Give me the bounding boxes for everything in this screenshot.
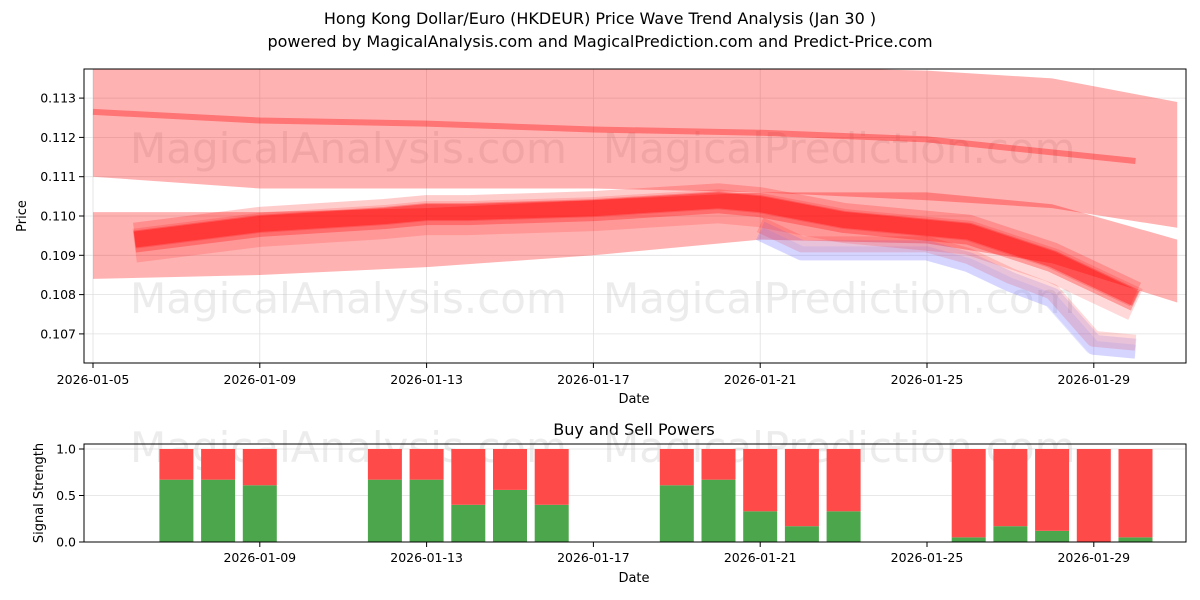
buy-bar [659,485,694,542]
buy-bar [784,526,819,542]
watermark-analysis-mid: MagicalAnalysis.com [130,274,567,323]
low-scenario-wave [757,227,1137,359]
x-tick-label: 2026-01-21 [724,372,797,387]
main-ylabel: Price [15,200,30,232]
sell-bar [951,449,986,538]
x-tick-label: 2026-01-29 [1057,372,1130,387]
sell-bar [1118,449,1153,538]
x-tick-label: 2026-01-09 [223,550,296,565]
buy-bar [201,479,236,542]
buy-bar [743,511,778,542]
sell-bar [1076,449,1111,542]
upper-wave-center-line [92,108,1136,164]
buy-bar [534,504,569,542]
y-tick-label: 0.113 [40,91,76,106]
chart-title: Hong Kong Dollar/Euro (HKDEUR) Price Wav… [323,9,877,28]
sell-bar [701,449,736,480]
buy-bar [409,479,444,542]
signal-chart-title: Buy and Sell Powers [553,420,715,439]
main-grid [84,69,1186,363]
main-axes: 2026-01-05 2026-01-09 2026-01-13 2026-01-17… [40,91,1130,387]
watermark-prediction-top: MagicalPrediction.com [603,124,1076,173]
buy-bar [993,526,1028,542]
buy-bar [1118,537,1153,542]
y-tick-label: 0.109 [40,248,76,263]
price-wave-line [133,192,1139,306]
buy-bar [951,537,986,542]
signal-xlabel: Date [618,571,649,586]
x-tick-label: 2026-01-25 [891,372,964,387]
signal-bars [159,449,1153,542]
price-wave-line [133,183,1142,307]
x-tick-label: 2026-01-17 [557,372,630,387]
sell-bar [242,449,277,486]
sell-bar [993,449,1028,527]
y-tick-label: 0.108 [40,287,76,302]
sell-bar [659,449,694,486]
x-tick-label: 2026-01-21 [724,550,797,565]
sell-bar [784,449,819,527]
sell-bar [451,449,486,505]
watermark-prediction-mid: MagicalPrediction.com [603,274,1076,323]
buy-bar [451,504,486,542]
signal-ylabel: Signal Strength [32,443,47,543]
sell-bar [1035,449,1070,531]
buy-bar [1035,530,1070,542]
sell-bar [201,449,236,480]
buy-bar [242,485,277,542]
price-wave-line [132,189,1143,320]
watermark-analysis-top: MagicalAnalysis.com [130,124,567,173]
x-tick-label: 2026-01-25 [891,550,964,565]
buy-bar [826,511,861,542]
upper-wave-band [93,69,1178,228]
y-tick-label: 0.111 [40,169,76,184]
low-scenario-wave [755,221,1137,359]
x-tick-label: 2026-01-05 [57,372,130,387]
low-scenario-wave [756,217,1137,351]
main-xlabel: Date [618,392,649,407]
sell-bar [493,449,527,490]
y-tick-label: 0.107 [40,326,76,341]
x-tick-label: 2026-01-09 [223,372,296,387]
y-tick-label: 0.5 [56,488,76,503]
lower-wave-band [93,192,1178,303]
sell-bar [534,449,569,505]
y-tick-label: 0.110 [40,209,76,224]
buy-bar [493,489,527,542]
x-tick-label: 2026-01-29 [1057,550,1130,565]
sell-bar [743,449,778,512]
price-wave-plot [92,69,1178,359]
buy-bar [701,479,736,542]
y-tick-label: 1.0 [56,442,76,457]
price-wave-line [133,191,1141,311]
buy-bar [367,479,402,542]
signal-axes: 0.0 0.5 1.0 2026-01-09 2026-01-13 2026-01-17 2… [56,442,1130,566]
sell-bar [826,449,861,512]
x-tick-label: 2026-01-13 [390,372,463,387]
x-tick-label: 2026-01-17 [557,550,630,565]
x-tick-label: 2026-01-13 [390,550,463,565]
y-tick-label: 0.112 [40,130,76,145]
sell-bar [159,449,194,480]
sell-bar [409,449,444,480]
y-tick-label: 0.0 [56,535,76,550]
signal-plot-frame [83,443,1187,543]
buy-bar [159,479,194,542]
chart-subtitle: powered by MagicalAnalysis.com and Magic… [267,32,933,51]
sell-bar [367,449,402,480]
